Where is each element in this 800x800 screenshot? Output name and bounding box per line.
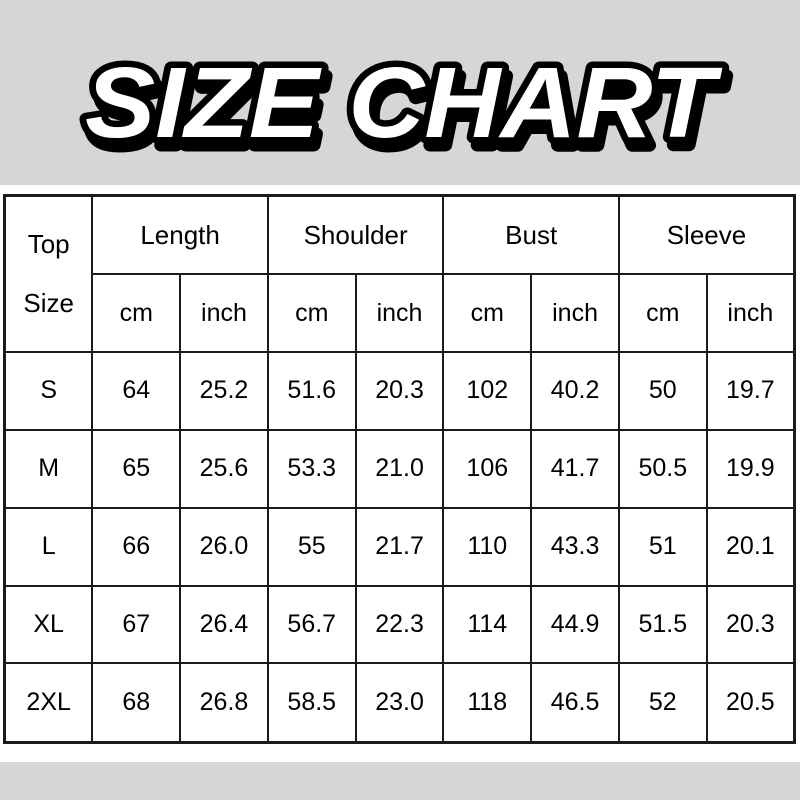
unit-header: cm xyxy=(617,273,708,353)
corner-line-top: Top xyxy=(27,229,70,259)
table-row-xl: XL 67 26.4 56.7 22.3 114 44.9 51.5 20.3 xyxy=(3,584,796,665)
group-header-sleeve: Sleeve xyxy=(617,194,796,275)
value-cell: 21.0 xyxy=(354,428,445,509)
unit-header: inch xyxy=(705,273,796,353)
value-cell: 110 xyxy=(442,506,533,587)
unit-header: inch xyxy=(530,273,620,353)
table-row-2xl: 2XL 68 26.8 58.5 23.0 118 46.5 52 20.5 xyxy=(3,662,796,744)
size-chart-table: Top Size Length Shoulder Bust Sleeve cm … xyxy=(3,194,796,744)
corner-line-size: Size xyxy=(23,288,74,318)
value-cell: 43.3 xyxy=(530,506,620,587)
value-cell: 50.5 xyxy=(617,428,708,509)
table-zone: Top Size Length Shoulder Bust Sleeve cm … xyxy=(0,185,800,744)
value-cell: 118 xyxy=(442,662,533,744)
size-cell: M xyxy=(3,428,94,509)
value-cell: 41.7 xyxy=(530,428,620,509)
value-cell: 51.5 xyxy=(617,584,708,665)
size-cell: S xyxy=(3,351,94,431)
value-cell: 52 xyxy=(617,662,708,744)
top-gray-band: SIZE CHART SIZE CHART xyxy=(0,0,800,185)
value-cell: 21.7 xyxy=(354,506,445,587)
unit-header: cm xyxy=(91,273,182,353)
group-header-bust: Bust xyxy=(442,194,620,275)
title-shadow-layer: SIZE CHART xyxy=(89,55,727,167)
value-cell: 20.3 xyxy=(354,351,445,431)
value-cell: 26.8 xyxy=(179,662,269,744)
title-text: SIZE CHART xyxy=(85,47,723,159)
value-cell: 106 xyxy=(442,428,533,509)
value-cell: 51 xyxy=(617,506,708,587)
value-cell: 67 xyxy=(91,584,182,665)
value-cell: 25.6 xyxy=(179,428,269,509)
value-cell: 56.7 xyxy=(266,584,357,665)
size-cell: 2XL xyxy=(3,662,94,744)
group-header-length: Length xyxy=(91,194,269,275)
value-cell: 25.2 xyxy=(179,351,269,431)
value-cell: 53.3 xyxy=(266,428,357,509)
value-cell: 20.5 xyxy=(705,662,796,744)
unit-header: cm xyxy=(442,273,533,353)
value-cell: 58.5 xyxy=(266,662,357,744)
bottom-white-gap xyxy=(0,744,800,762)
unit-header-row: cm inch cm inch cm inch cm inch xyxy=(5,273,796,353)
value-cell: 50 xyxy=(617,351,708,431)
value-cell: 102 xyxy=(442,351,533,431)
value-cell: 20.1 xyxy=(705,506,796,587)
unit-header: cm xyxy=(266,273,357,353)
value-cell: 66 xyxy=(91,506,182,587)
value-cell: 51.6 xyxy=(266,351,357,431)
value-cell: 19.9 xyxy=(705,428,796,509)
bottom-gray-band xyxy=(0,762,800,800)
value-cell: 68 xyxy=(91,662,182,744)
value-cell: 44.9 xyxy=(530,584,620,665)
size-chart-title: SIZE CHART SIZE CHART xyxy=(79,41,734,171)
group-header-shoulder: Shoulder xyxy=(266,194,445,275)
value-cell: 46.5 xyxy=(530,662,620,744)
value-cell: 23.0 xyxy=(354,662,445,744)
value-cell: 26.0 xyxy=(179,506,269,587)
value-cell: 20.3 xyxy=(705,584,796,665)
value-cell: 64 xyxy=(91,351,182,431)
value-cell: 65 xyxy=(91,428,182,509)
unit-header: inch xyxy=(179,273,269,353)
value-cell: 114 xyxy=(442,584,533,665)
unit-header: inch xyxy=(354,273,445,353)
value-cell: 19.7 xyxy=(705,351,796,431)
corner-cell-top-size: Top Size xyxy=(3,194,94,353)
value-cell: 26.4 xyxy=(179,584,269,665)
table-row-m: M 65 25.6 53.3 21.0 106 41.7 50.5 19.9 xyxy=(3,428,796,509)
value-cell: 22.3 xyxy=(354,584,445,665)
table-row-l: L 66 26.0 55 21.7 110 43.3 51 20.1 xyxy=(3,506,796,587)
group-header-row: Top Size Length Shoulder Bust Sleeve xyxy=(3,194,796,353)
value-cell: 55 xyxy=(266,506,357,587)
size-cell: XL xyxy=(3,584,94,665)
value-cell: 40.2 xyxy=(530,351,620,431)
table-row-s: S 64 25.2 51.6 20.3 102 40.2 50 19.7 xyxy=(3,351,796,431)
size-cell: L xyxy=(3,506,94,587)
